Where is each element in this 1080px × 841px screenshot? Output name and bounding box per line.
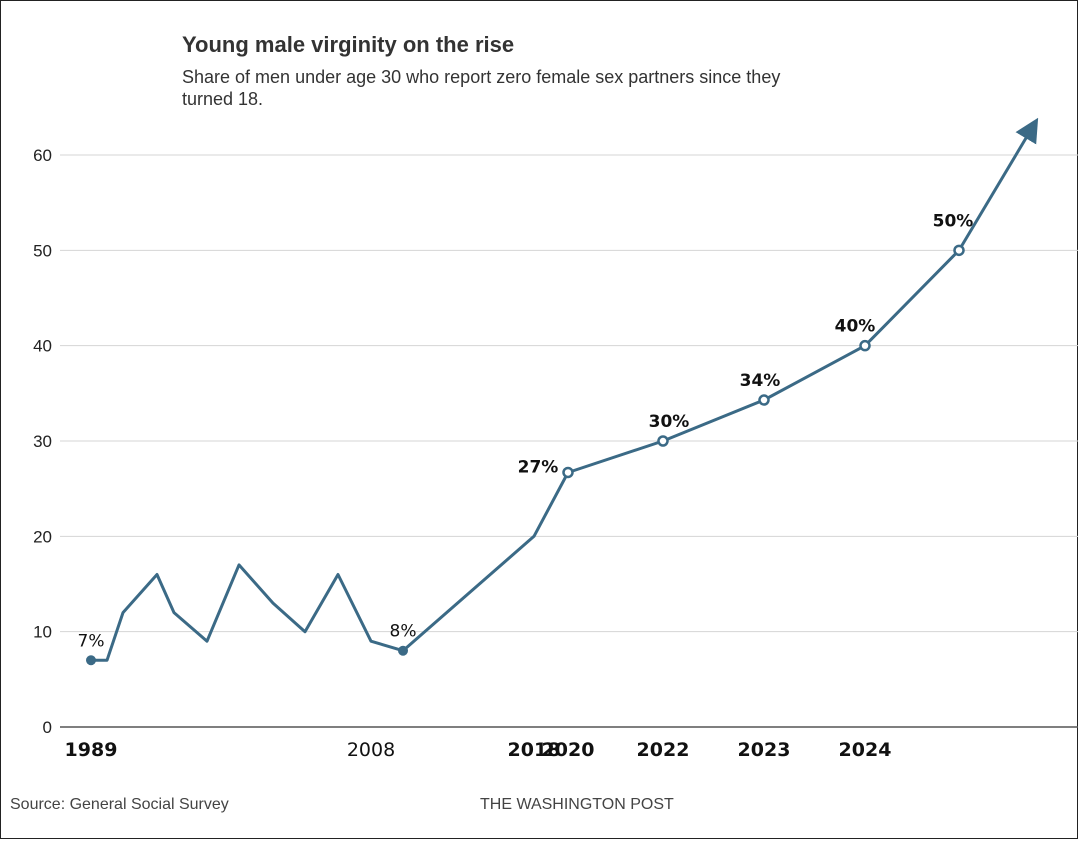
point-marker-16 (859, 339, 871, 352)
data-label-30pct: 30% (649, 412, 690, 432)
data-label-7pct: 7% (78, 631, 105, 651)
x-tick-2008: 2008 (347, 739, 395, 761)
x-tick-2023: 2023 (738, 739, 791, 761)
point-marker-17 (953, 244, 965, 257)
x-tick-1989: 1989 (65, 739, 118, 761)
point-marker-11 (398, 645, 408, 656)
x-tick-2020: 2020 (542, 739, 595, 761)
publisher-credit: THE WASHINGTON POST (480, 796, 674, 813)
point-marker-0 (86, 655, 96, 666)
y-tick-30: 30 (33, 432, 52, 451)
trend-arrow (957, 117, 1039, 252)
point-marker-15 (758, 394, 770, 406)
y-tick-50: 50 (33, 241, 52, 260)
y-tick-20: 20 (33, 527, 52, 546)
y-tick-60: 60 (33, 146, 52, 165)
data-label-40pct: 40% (835, 317, 876, 337)
series-line (91, 249, 961, 662)
y-tick-40: 40 (33, 337, 52, 356)
data-label-8pct: 8% (390, 622, 417, 642)
data-label-34pct: 34% (740, 371, 781, 391)
source-note: Source: General Social Survey (10, 796, 229, 813)
point-marker-14 (657, 435, 669, 447)
data-label-50pct: 50% (933, 211, 974, 231)
x-tick-2024: 2024 (839, 739, 892, 761)
x-tick-2022: 2022 (637, 739, 690, 761)
data-label-27pct: 27% (518, 457, 559, 477)
x-tick-2018: 2018 (508, 739, 561, 761)
chart-subtitle: Share of men under age 30 who report zer… (182, 67, 781, 109)
y-tick-10: 10 (33, 623, 52, 642)
y-tick-0: 0 (43, 718, 52, 737)
point-marker-13 (562, 466, 574, 479)
chart-title: Young male virginity on the rise (182, 32, 515, 57)
